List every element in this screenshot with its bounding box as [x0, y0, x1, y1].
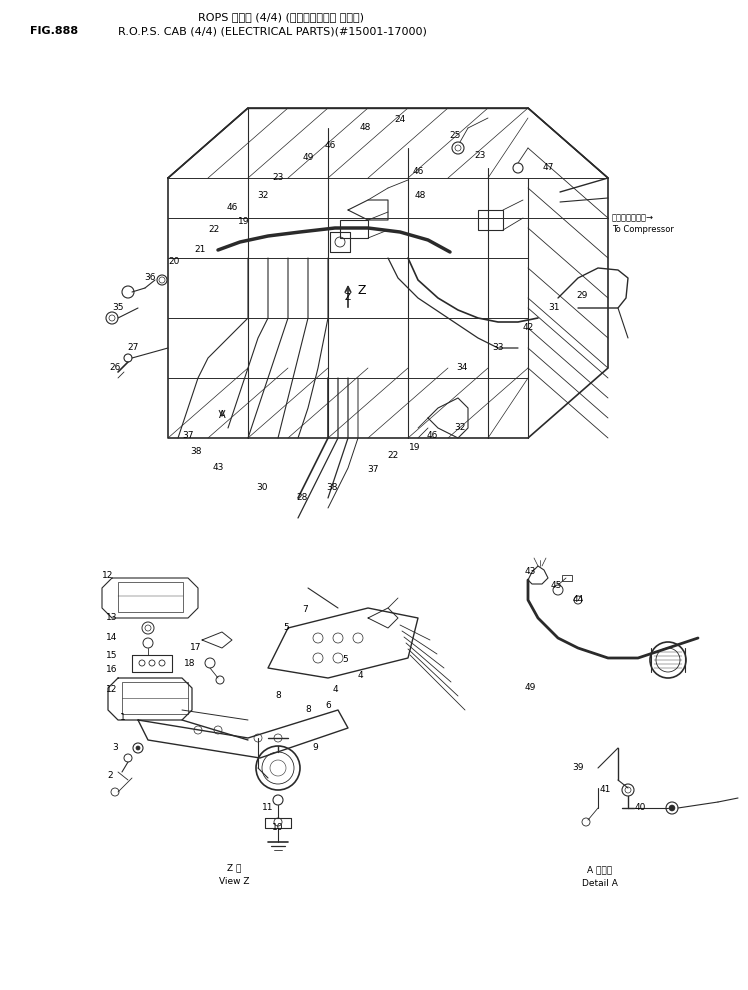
Text: 36: 36: [144, 273, 156, 282]
Text: 32: 32: [257, 190, 269, 200]
Text: 11: 11: [263, 804, 274, 813]
Bar: [478, 210, 503, 230]
Text: 27: 27: [127, 344, 138, 352]
Text: 5: 5: [342, 655, 348, 664]
Text: 42: 42: [522, 324, 533, 333]
Text: 22: 22: [387, 450, 399, 459]
Circle shape: [669, 805, 675, 811]
Text: コンプレッサー→: コンプレッサー→: [612, 214, 654, 223]
Circle shape: [136, 746, 140, 750]
Text: ROPS キャプ (4/4) (イレクトリカル パーツ): ROPS キャプ (4/4) (イレクトリカル パーツ): [198, 12, 364, 22]
Text: 25: 25: [450, 131, 461, 140]
Text: 40: 40: [634, 804, 646, 813]
Text: Z: Z: [345, 293, 351, 303]
Text: A: A: [218, 410, 225, 420]
Text: 16: 16: [106, 665, 117, 674]
Bar: [122, 682, 188, 714]
Text: 8: 8: [275, 690, 281, 700]
Text: 6: 6: [325, 702, 331, 711]
Text: 48: 48: [414, 190, 426, 200]
Text: 15: 15: [106, 650, 117, 659]
Text: 19: 19: [409, 444, 420, 452]
Text: 46: 46: [227, 204, 238, 213]
Text: 12: 12: [106, 685, 117, 695]
Text: 47: 47: [542, 163, 554, 172]
Text: 49: 49: [524, 683, 536, 692]
Text: 30: 30: [257, 483, 268, 492]
Text: 1: 1: [120, 714, 126, 723]
Text: View Z: View Z: [218, 877, 249, 886]
Text: 45: 45: [551, 580, 562, 589]
Text: Z 榧: Z 榧: [227, 863, 241, 872]
Text: 26: 26: [109, 363, 120, 372]
Text: 7: 7: [302, 606, 308, 615]
Text: 24: 24: [394, 116, 405, 125]
Text: 34: 34: [456, 363, 468, 372]
Text: 12: 12: [102, 570, 114, 579]
Text: 19: 19: [239, 218, 250, 227]
Text: 33: 33: [492, 344, 503, 352]
Text: 8: 8: [305, 706, 311, 715]
Text: 37: 37: [367, 465, 378, 474]
Text: 21: 21: [194, 246, 206, 254]
Text: 43: 43: [212, 463, 224, 472]
Text: 35: 35: [112, 304, 123, 313]
Text: Z: Z: [358, 283, 367, 296]
Text: 9: 9: [312, 743, 318, 752]
Text: 41: 41: [599, 785, 610, 795]
Bar: [340, 220, 368, 238]
Text: 20: 20: [168, 257, 180, 266]
Bar: [562, 575, 572, 581]
Text: 2: 2: [107, 770, 113, 779]
Text: 3: 3: [112, 743, 118, 752]
Text: 5: 5: [283, 624, 289, 633]
Text: 17: 17: [190, 644, 202, 652]
Text: R.O.P.S. CAB (4/4) (ELECTRICAL PARTS)(#15001-17000): R.O.P.S. CAB (4/4) (ELECTRICAL PARTS)(#1…: [118, 26, 427, 36]
Text: 46: 46: [325, 141, 336, 149]
Text: Detail A: Detail A: [582, 879, 618, 888]
Text: 39: 39: [572, 763, 583, 772]
Text: 13: 13: [106, 614, 117, 623]
Text: 4: 4: [358, 670, 363, 679]
Text: 32: 32: [454, 424, 466, 433]
Text: 22: 22: [209, 226, 220, 235]
Text: 43: 43: [524, 567, 536, 576]
Text: FIG.888: FIG.888: [30, 26, 78, 36]
Text: 23: 23: [474, 150, 485, 159]
Text: 46: 46: [412, 167, 423, 176]
Text: 29: 29: [576, 290, 588, 300]
Text: A 詳細図: A 詳細図: [587, 865, 613, 874]
Text: 38: 38: [326, 483, 338, 492]
Text: 38: 38: [190, 447, 202, 456]
Text: 31: 31: [548, 304, 560, 313]
Text: 28: 28: [296, 493, 307, 503]
Text: 18: 18: [184, 658, 196, 667]
Text: 44: 44: [572, 596, 583, 605]
Text: 37: 37: [183, 431, 194, 440]
Text: 10: 10: [272, 824, 283, 833]
Text: 46: 46: [426, 431, 438, 440]
Text: 4: 4: [332, 685, 338, 695]
Text: 49: 49: [302, 153, 313, 162]
Text: 14: 14: [106, 634, 117, 643]
Text: To Compressor: To Compressor: [612, 226, 674, 235]
Bar: [118, 582, 183, 612]
Text: 48: 48: [359, 124, 371, 133]
Text: 23: 23: [272, 173, 283, 182]
